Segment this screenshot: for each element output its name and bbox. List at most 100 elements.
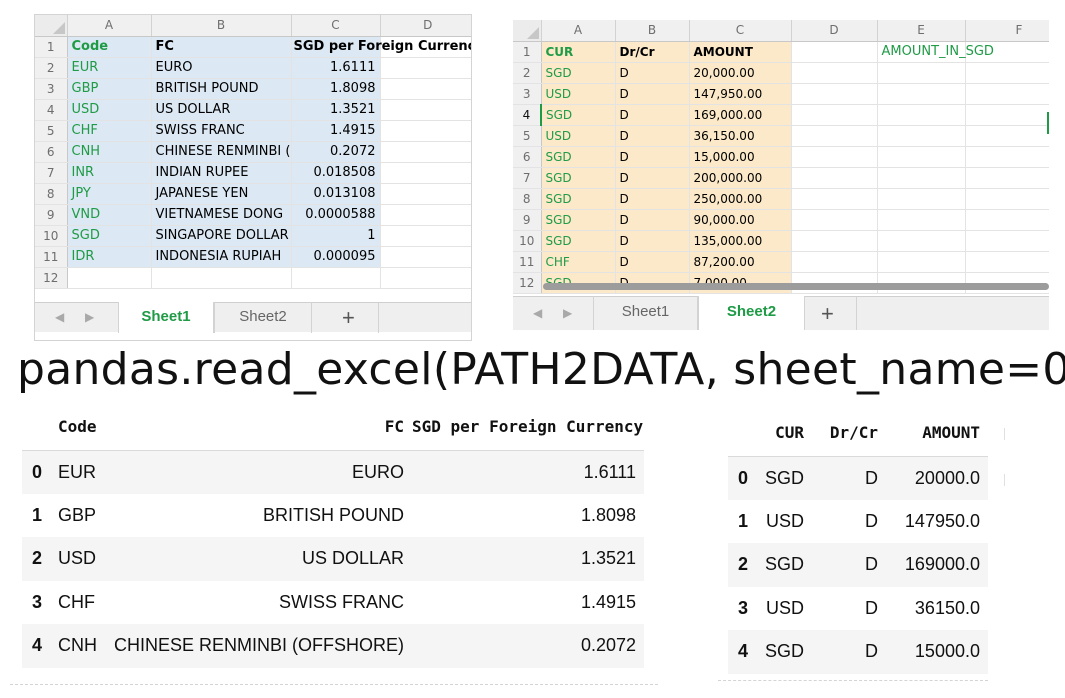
cell[interactable]: CUR [541,41,616,63]
cell[interactable]: CHF [541,251,616,273]
cell[interactable] [791,167,878,189]
row-number[interactable]: 11 [35,246,68,268]
cell[interactable] [965,209,1049,231]
select-all-corner[interactable] [35,15,68,37]
row-number[interactable]: 4 [513,104,542,126]
cell[interactable] [877,125,966,147]
cell[interactable]: D [615,125,690,147]
cell[interactable]: 169,000.00 [689,104,792,126]
row-number[interactable]: 7 [35,162,68,184]
cell[interactable] [291,267,381,289]
cell[interactable] [791,146,878,168]
cell[interactable] [380,78,471,100]
cell[interactable]: EURO [151,57,292,79]
row-number[interactable]: 9 [35,204,68,226]
cell[interactable]: USD [541,125,616,147]
cell[interactable] [380,120,471,142]
cell[interactable]: SWISS FRANC [151,120,292,142]
cell[interactable]: D [615,83,690,105]
row-number[interactable]: 3 [35,78,68,100]
cell[interactable]: VIETNAMESE DONG [151,204,292,226]
cell[interactable] [791,104,878,126]
cell[interactable]: USD [67,99,152,121]
cell[interactable] [791,83,878,105]
cell[interactable]: SINGAPORE DOLLAR [151,225,292,247]
cell[interactable]: AMOUNT [689,41,792,63]
column-header[interactable]: A [541,20,616,42]
cell[interactable]: 0.018508 [291,162,381,184]
row-number[interactable]: 8 [513,188,542,210]
column-header[interactable]: B [615,20,690,42]
cell[interactable]: Code [67,36,152,58]
cell[interactable] [965,104,1049,126]
cell[interactable]: 1.4915 [291,120,381,142]
right-arrow-icon[interactable]: ▶ [563,306,573,320]
tab-sheet1[interactable]: Sheet1 [118,302,214,333]
cell[interactable] [965,230,1049,252]
cell[interactable] [380,225,471,247]
cell[interactable]: SGD [541,167,616,189]
cell[interactable] [791,41,878,63]
cell[interactable]: 0.0000588 [291,204,381,226]
cell[interactable] [791,251,878,273]
cell[interactable]: 0.013108 [291,183,381,205]
cell[interactable]: 1.3521 [291,99,381,121]
cell[interactable]: Dr/Cr [615,41,690,63]
column-header[interactable]: D [791,20,878,42]
row-number[interactable]: 3 [513,83,542,105]
cell[interactable] [791,62,878,84]
cell[interactable] [965,188,1049,210]
cell[interactable] [380,183,471,205]
tab-sheet2[interactable]: Sheet2 [698,296,805,330]
cell[interactable]: CHF [67,120,152,142]
row-number[interactable]: 6 [513,146,542,168]
cell[interactable] [965,146,1049,168]
add-sheet-button[interactable]: + [821,301,834,326]
cell[interactable]: VND [67,204,152,226]
cell[interactable]: EUR [67,57,152,79]
cell[interactable]: SGD per Foreign Currency [291,36,471,58]
cell[interactable]: GBP [67,78,152,100]
cell[interactable]: SGD [67,225,152,247]
cell[interactable] [67,267,152,289]
cell[interactable]: 87,200.00 [689,251,792,273]
cell[interactable]: CNH [67,141,152,163]
cell[interactable] [380,99,471,121]
row-number[interactable]: 9 [513,209,542,231]
cell[interactable]: 1.8098 [291,78,381,100]
column-header[interactable]: A [67,15,152,37]
row-number[interactable]: 7 [513,167,542,189]
cell[interactable]: 15,000.00 [689,146,792,168]
column-header[interactable]: C [291,15,381,37]
cell[interactable] [791,188,878,210]
cell[interactable]: 1.6111 [291,57,381,79]
cell[interactable] [877,104,966,126]
horizontal-scrollbar[interactable] [543,283,1049,290]
cell[interactable]: INR [67,162,152,184]
cell[interactable] [965,83,1049,105]
cell[interactable]: 0.2072 [291,141,381,163]
column-header[interactable]: E [877,20,966,42]
cell[interactable]: IDR [67,246,152,268]
cell[interactable] [965,41,1049,63]
cell[interactable] [877,209,966,231]
cell[interactable]: SGD [541,104,616,126]
cell[interactable]: INDIAN RUPEE [151,162,292,184]
row-number[interactable]: 1 [513,41,542,63]
row-number[interactable]: 10 [35,225,68,247]
cell[interactable]: 20,000.00 [689,62,792,84]
cell[interactable]: FC [151,36,292,58]
cell[interactable]: D [615,146,690,168]
cell[interactable] [965,167,1049,189]
left-arrow-icon[interactable]: ◀ [533,306,543,320]
column-header[interactable]: C [689,20,792,42]
cell[interactable] [877,188,966,210]
cell[interactable]: 200,000.00 [689,167,792,189]
cell[interactable]: SGD [541,146,616,168]
row-number[interactable]: 2 [35,57,68,79]
cell[interactable]: BRITISH POUND [151,78,292,100]
row-number[interactable]: 4 [35,99,68,121]
cell[interactable]: AMOUNT_IN_SGD [877,41,994,63]
cell[interactable] [877,230,966,252]
row-number[interactable]: 5 [35,120,68,142]
